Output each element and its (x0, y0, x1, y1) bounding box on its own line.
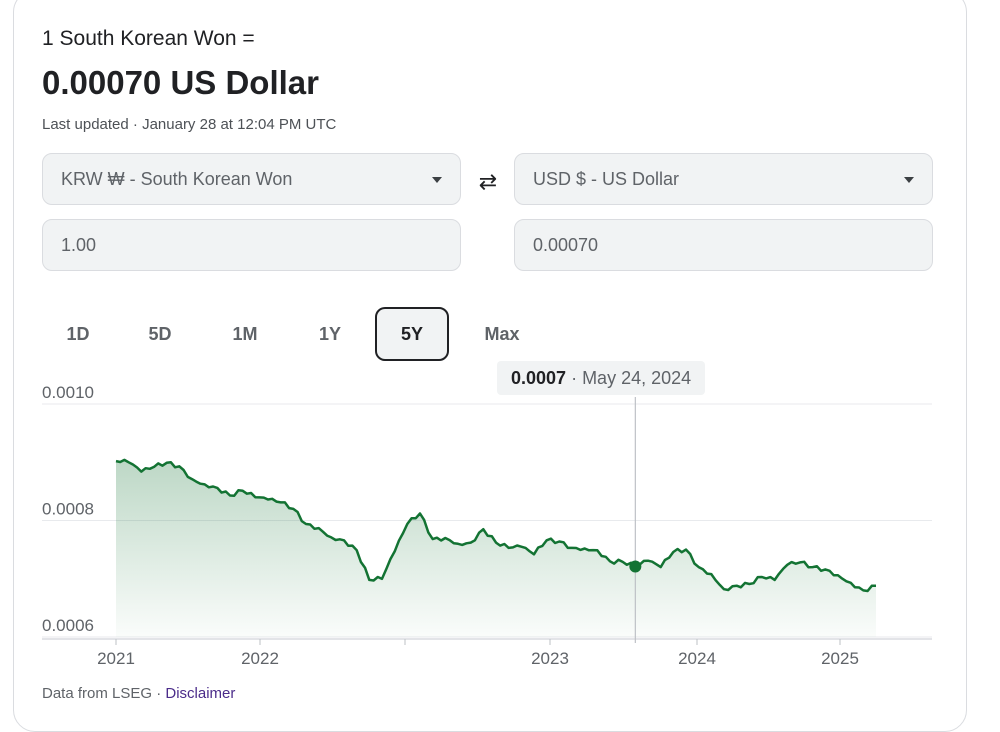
from-currency-select[interactable]: KRW ₩ - South Korean Won (42, 153, 461, 205)
range-5d-button[interactable]: 5D (148, 323, 172, 344)
x-tick-label: 2024 (678, 649, 716, 668)
y-tick-label: 0.0006 (42, 616, 94, 635)
x-tick-label: 2025 (821, 649, 859, 668)
hover-point (629, 560, 642, 573)
tooltip-value: 0.0007 (511, 367, 567, 388)
converted-value: 0.00070 US Dollar (42, 64, 319, 101)
range-1d-button[interactable]: 1D (66, 323, 90, 344)
to-amount-input[interactable]: 0.00070 (514, 219, 933, 271)
disclaimer-link[interactable]: Disclaimer (165, 685, 236, 702)
to-amount-value: 0.00070 (533, 234, 599, 255)
series-area (116, 459, 876, 637)
range-max-button[interactable]: Max (484, 323, 520, 344)
x-tick-label: 2021 (97, 649, 135, 668)
from-amount-input[interactable]: 1.00 (42, 219, 461, 271)
series-line (115, 458, 877, 593)
x-tick-label: 2023 (531, 649, 569, 668)
chevron-down-icon (904, 177, 914, 183)
range-1y-button[interactable]: 1Y (318, 323, 342, 344)
tooltip-separator: · (571, 367, 578, 388)
chevron-down-icon (432, 177, 442, 183)
conversion-subhead: 1 South Korean Won = (42, 27, 255, 50)
y-tick-label: 0.0008 (42, 500, 94, 519)
data-source-text: Data from LSEG · (42, 685, 166, 702)
swap-arrows-icon[interactable]: ⇄ (478, 169, 498, 194)
tooltip-date: May 24, 2024 (582, 367, 692, 388)
from-amount-value: 1.00 (61, 234, 97, 255)
from-currency-label: KRW ₩ - South Korean Won (61, 168, 293, 189)
range-1m-button[interactable]: 1M (232, 323, 258, 344)
range-5y-button[interactable]: 5Y (375, 307, 449, 361)
to-currency-label: USD $ - US Dollar (533, 168, 680, 189)
chart-tooltip: 0.0007 · May 24, 2024 (497, 361, 706, 395)
data-source-footer: Data from LSEG · Disclaimer (42, 685, 235, 702)
last-updated: Last updated · January 28 at 12:04 PM UT… (42, 116, 337, 133)
y-tick-label: 0.0010 (42, 383, 94, 402)
x-tick-label: 2022 (241, 649, 279, 668)
to-currency-select[interactable]: USD $ - US Dollar (514, 153, 933, 205)
